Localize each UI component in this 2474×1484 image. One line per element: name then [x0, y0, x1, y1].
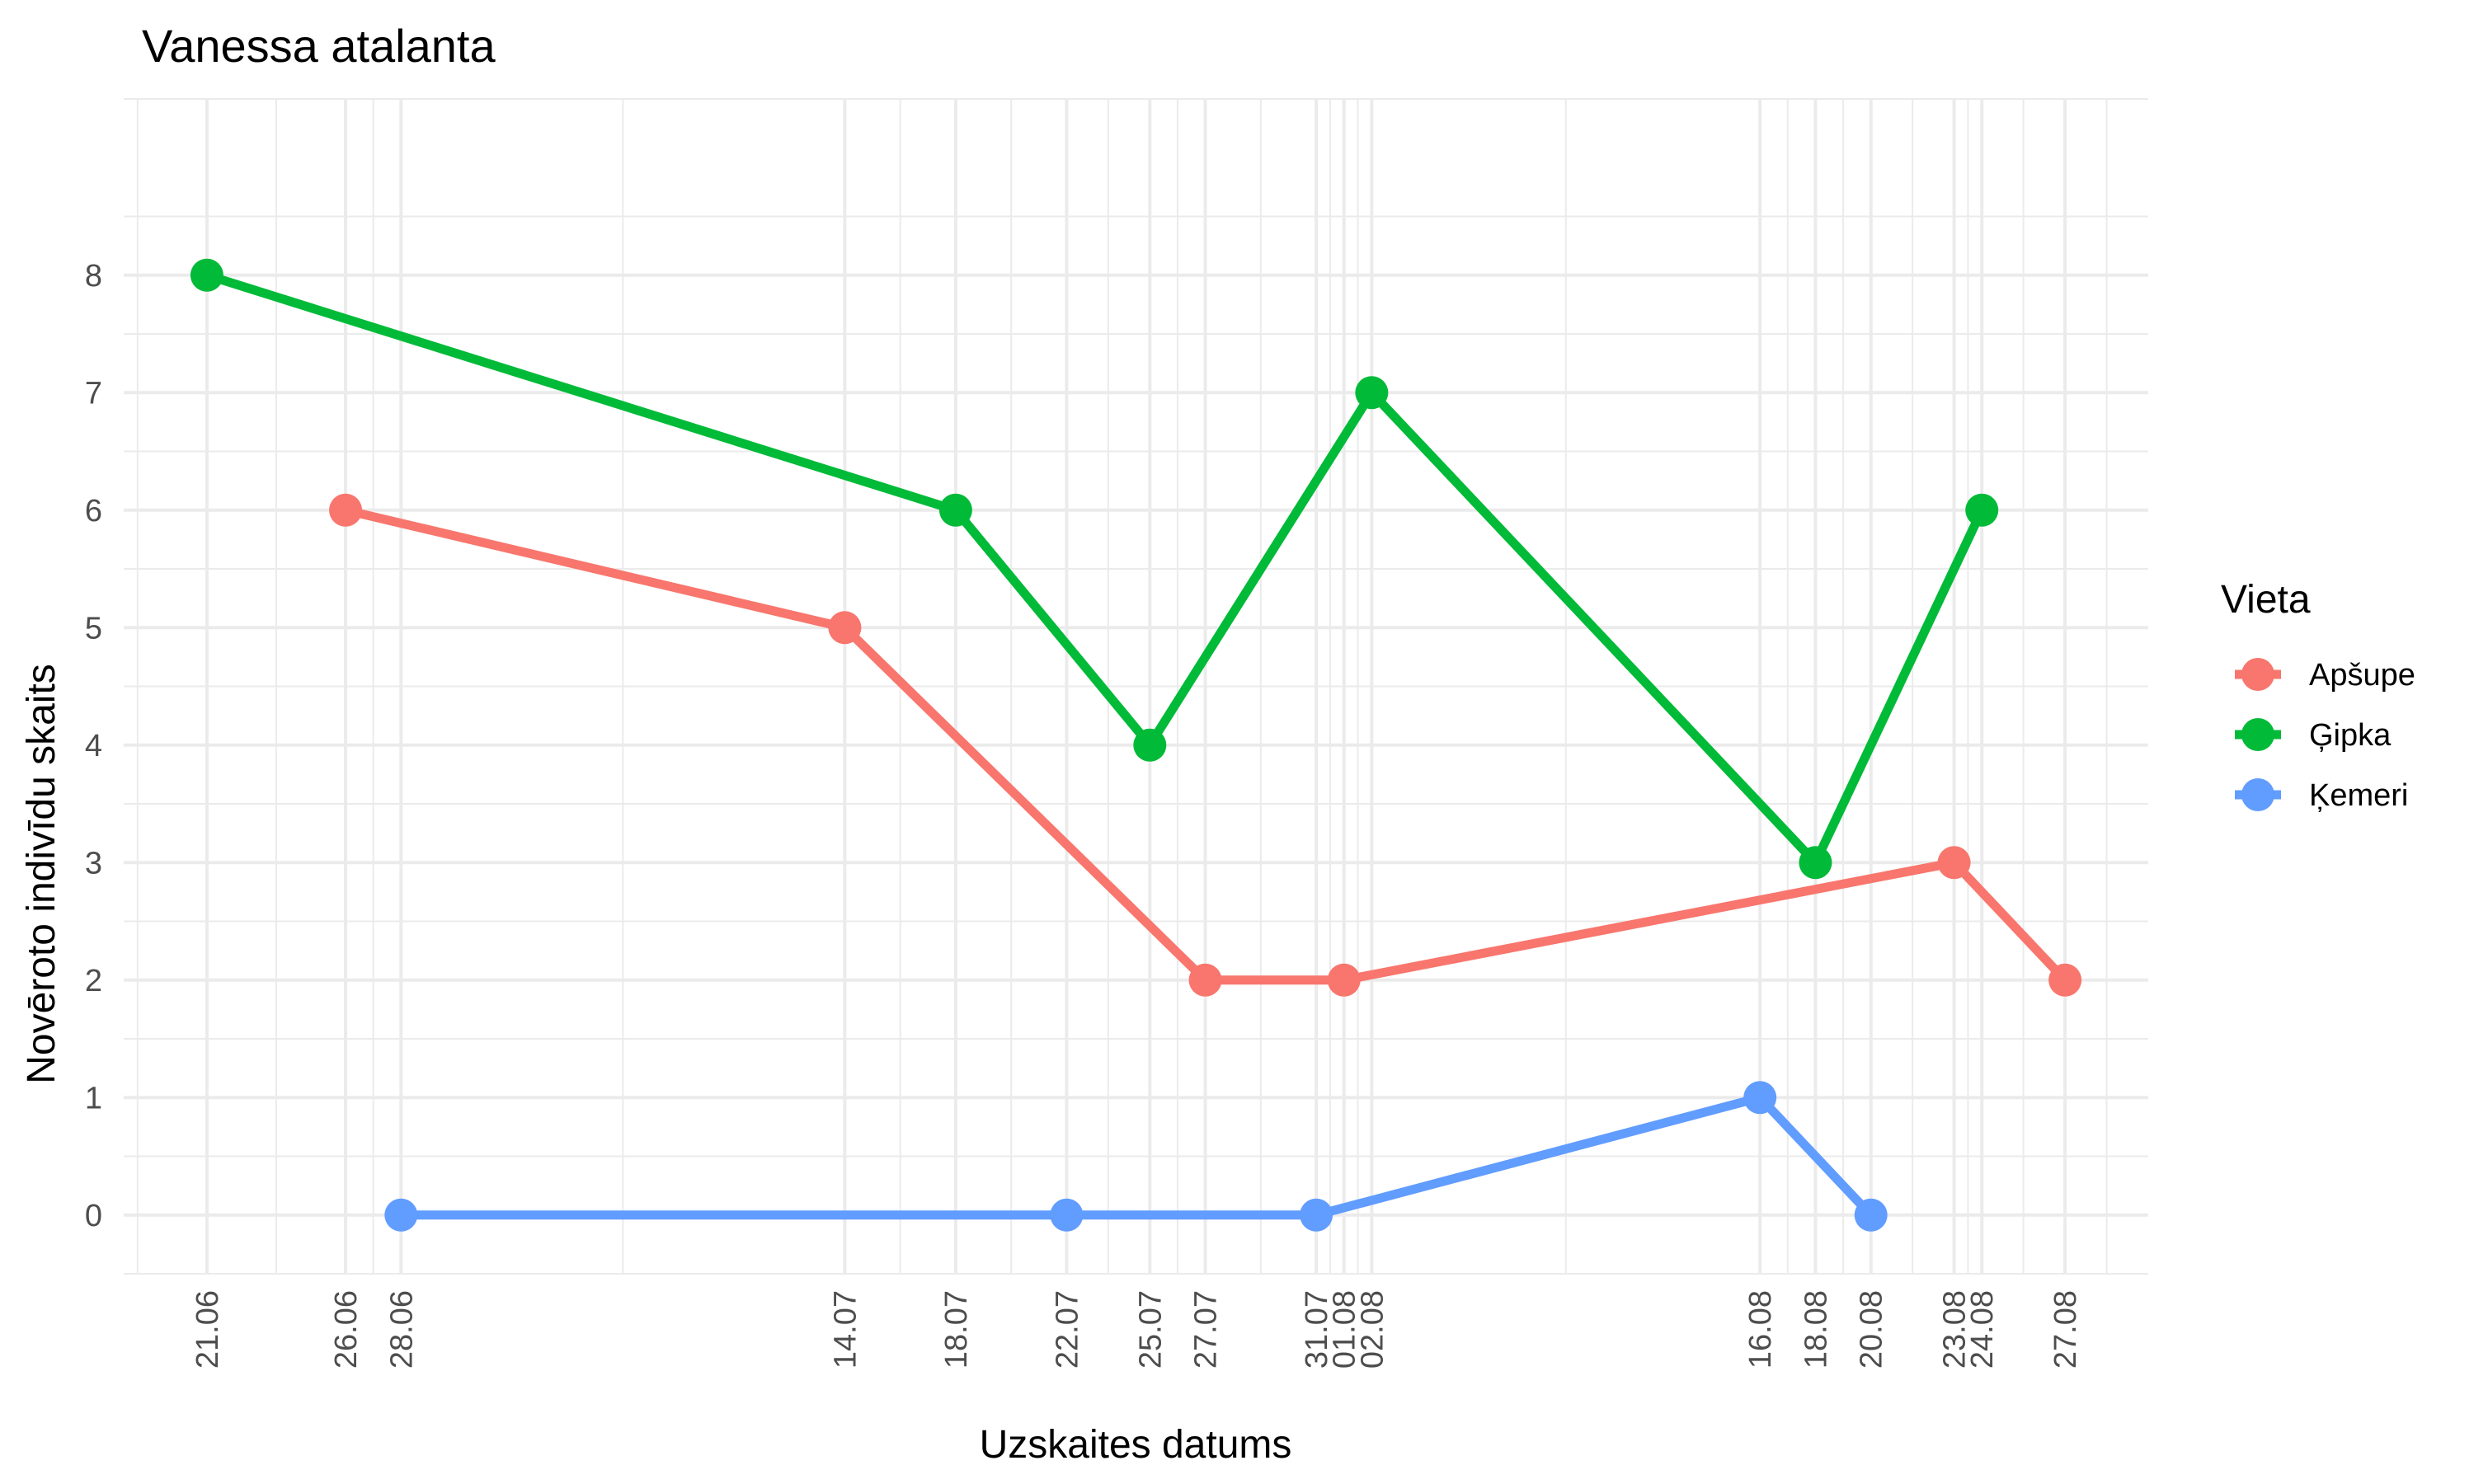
series-line [344, 505, 2069, 985]
x-tick-label: 02.08 [1355, 1290, 1390, 1369]
x-tick-label: 24.08 [1965, 1290, 2000, 1369]
data-point [1937, 846, 1971, 880]
y-axis-ticks: 0 1 2 3 4 5 6 7 8 [85, 259, 102, 1233]
data-point [190, 258, 223, 292]
legend-swatch-point [2241, 658, 2274, 691]
grid-lines [124, 98, 2148, 1275]
data-point [938, 493, 972, 527]
y-tick-label: 6 [85, 494, 102, 528]
data-point [1327, 963, 1361, 997]
y-tick-label: 1 [85, 1081, 102, 1115]
x-tick-label: 18.08 [1799, 1290, 1833, 1369]
legend-label: Apšupe [2309, 658, 2415, 693]
x-axis-title: Uzskaites datums [980, 1423, 1292, 1467]
legend: Vieta Apšupe Ģipka Ķemeri [2221, 578, 2415, 813]
data-point [1133, 728, 1167, 762]
y-tick-label: 0 [85, 1199, 102, 1233]
series-points [190, 258, 2082, 1232]
x-tick-label: 25.07 [1133, 1290, 1168, 1369]
series-line [205, 270, 1987, 867]
x-tick-label: 27.08 [2048, 1290, 2083, 1369]
x-tick-label: 26.06 [329, 1290, 364, 1369]
data-point [1355, 376, 1389, 410]
data-point [1965, 493, 1999, 527]
data-point [329, 493, 363, 527]
chart-title: Vanessa atalanta [142, 20, 496, 72]
y-tick-label: 7 [85, 376, 102, 411]
data-point [1799, 846, 1832, 880]
x-tick-label: 31.07 [1300, 1290, 1334, 1369]
data-point [1050, 1198, 1084, 1232]
y-tick-label: 4 [85, 729, 102, 763]
y-tick-label: 8 [85, 259, 102, 294]
legend-title: Vieta [2221, 578, 2311, 622]
x-tick-label: 27.07 [1189, 1290, 1224, 1369]
y-tick-label: 3 [85, 846, 102, 881]
y-axis-title: Novēroto indivīdu skaits [20, 664, 63, 1084]
x-axis-ticks: 21.06 26.06 28.06 14.07 18.07 22.07 25.07 27.07… [190, 1290, 2083, 1369]
x-tick-label: 23.08 [1938, 1290, 1973, 1369]
x-tick-label: 21.06 [190, 1290, 225, 1369]
legend-item: Ģipka [2235, 718, 2392, 753]
x-tick-label: 22.07 [1050, 1290, 1084, 1369]
x-tick-label: 28.06 [384, 1290, 419, 1369]
data-point [828, 611, 862, 645]
x-tick-label: 14.07 [828, 1290, 863, 1369]
legend-swatch-point [2241, 718, 2274, 751]
x-tick-label: 18.07 [939, 1290, 974, 1369]
legend-label: Ģipka [2309, 718, 2392, 753]
legend-item: Ķemeri [2235, 778, 2408, 813]
legend-item: Apšupe [2235, 658, 2415, 693]
data-point [384, 1198, 418, 1232]
data-point [1188, 963, 1222, 997]
legend-swatch-point [2241, 778, 2274, 811]
data-point [1300, 1198, 1333, 1232]
legend-label: Ķemeri [2309, 778, 2408, 813]
x-tick-label: 20.08 [1855, 1290, 1889, 1369]
y-tick-label: 2 [85, 964, 102, 998]
data-point [1743, 1081, 1777, 1115]
x-tick-label: 01.08 [1328, 1290, 1362, 1369]
data-point [1854, 1198, 1888, 1232]
x-tick-label: 16.08 [1743, 1290, 1778, 1369]
y-tick-label: 5 [85, 611, 102, 646]
data-point [2048, 963, 2082, 997]
